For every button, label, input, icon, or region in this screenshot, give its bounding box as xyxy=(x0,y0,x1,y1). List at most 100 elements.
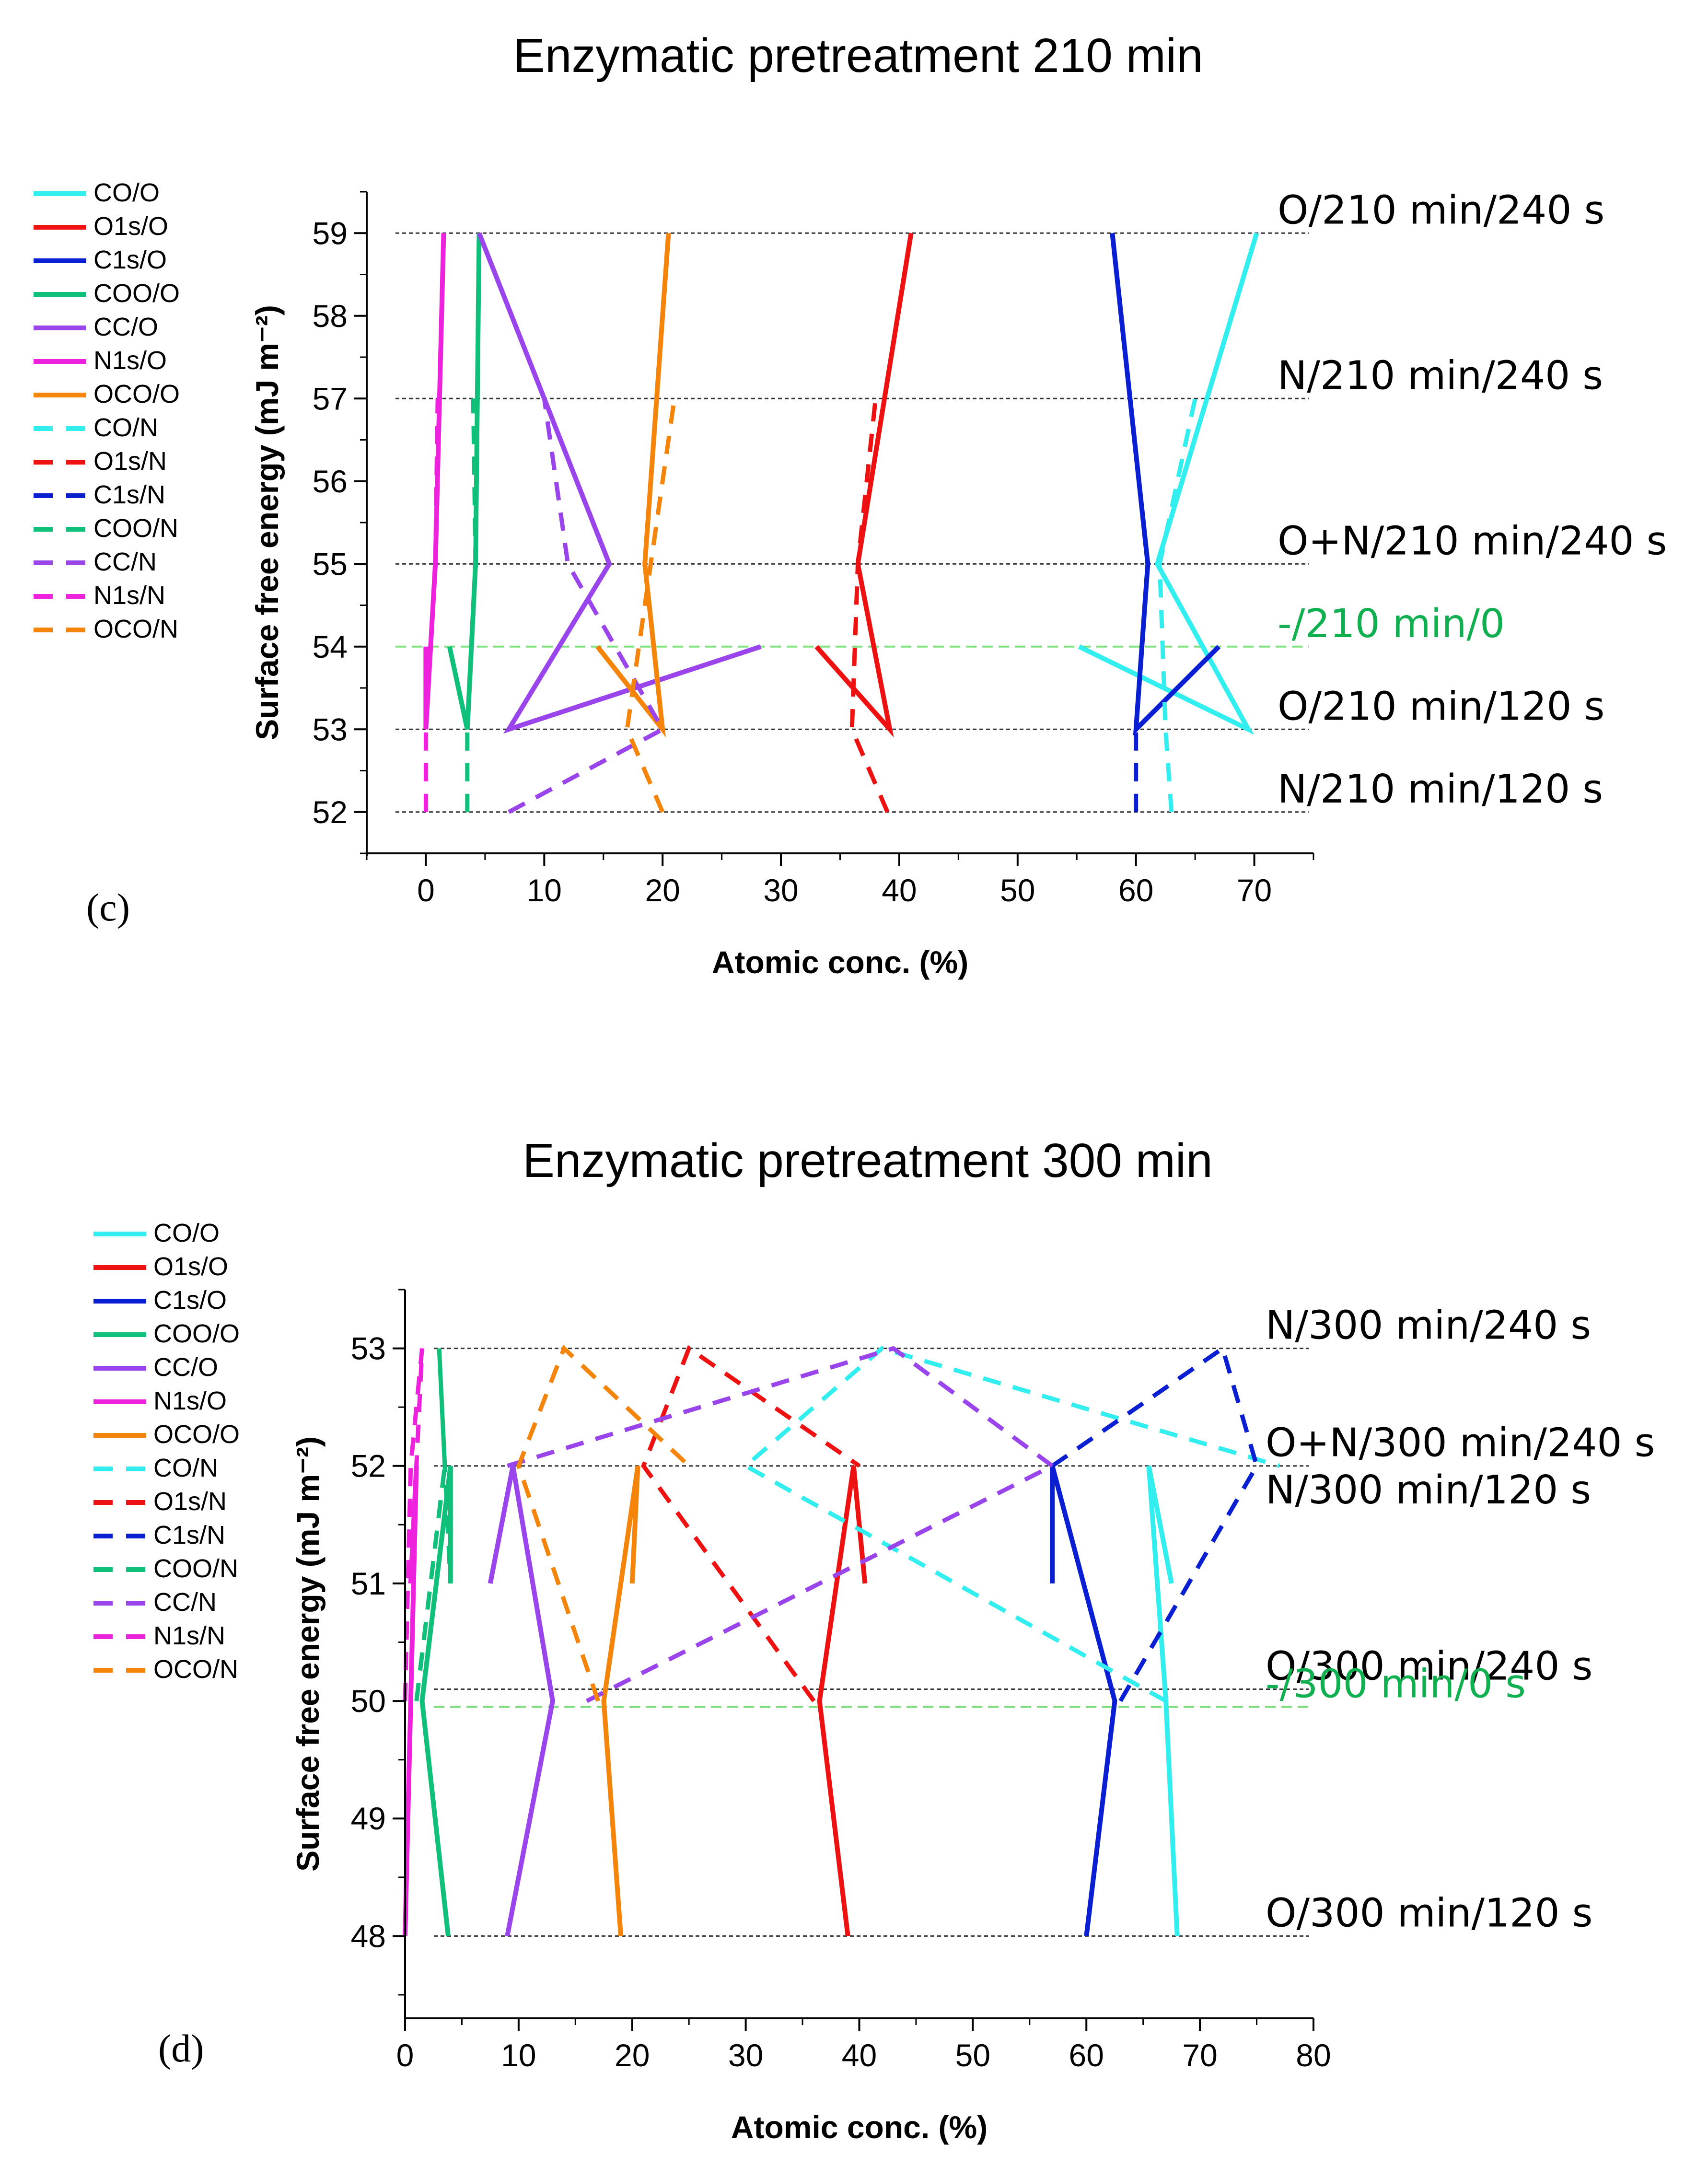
series-line-o1s-n xyxy=(849,398,890,813)
x-tick-label: 80 xyxy=(1296,2037,1331,2073)
series-line-coo-n xyxy=(465,398,478,812)
y-tick-label: 48 xyxy=(351,1918,386,1954)
legend-label-coo-n: COO/N xyxy=(153,1554,238,1583)
legend-label-c1s-o: C1s/O xyxy=(153,1286,227,1315)
legend-label-oco-o: OCO/O xyxy=(153,1420,240,1449)
series-line-c1s-n xyxy=(1127,398,1150,812)
chart-panel-d: Enzymatic pretreatment 300 min 0 10 20 30 40 5… xyxy=(93,1134,1655,2145)
x-tick-label: 70 xyxy=(1237,873,1272,908)
x-axis-label: Atomic conc. (%) xyxy=(731,2109,988,2145)
annotation-o-300-min-240-s: O/300 min/240 s xyxy=(1266,1644,1592,1689)
x-tick-label: 40 xyxy=(842,2037,877,2073)
annotation-o-n-300-min-240-s: O+N/300 min/240 s xyxy=(1266,1420,1655,1466)
series-line-coo-o xyxy=(419,1466,453,1936)
x-tick-label: 20 xyxy=(615,2037,650,2073)
legend-label-oco-n: OCO/N xyxy=(93,615,178,643)
annotation-o-210-min-120-s: O/210 min/120 s xyxy=(1278,684,1604,729)
legend-label-n1s-n: N1s/N xyxy=(93,581,165,610)
y-tick-label: 58 xyxy=(313,298,348,334)
series-line-c1s-n xyxy=(1051,1345,1259,1702)
y-tick-label: 52 xyxy=(313,794,348,830)
series-line-co-o xyxy=(1078,232,1259,735)
x-tick-label: 60 xyxy=(1118,873,1153,908)
y-axis-label: Surface free energy (mJ m⁻²) xyxy=(249,305,285,740)
series-line-o1s-o xyxy=(817,1465,868,1936)
x-tick-label: 60 xyxy=(1069,2037,1104,2073)
legend-label-n1s-o: N1s/O xyxy=(153,1386,227,1415)
series-line-n1s-n xyxy=(423,398,440,812)
series-line-co-n xyxy=(1157,398,1197,813)
x-tick-label: 30 xyxy=(728,2037,763,2073)
annotation-o-210-min-240-s: O/210 min/240 s xyxy=(1278,187,1604,233)
chart-title: Enzymatic pretreatment 210 min xyxy=(513,29,1203,82)
x-tick-label: 50 xyxy=(955,2037,990,2073)
legend-label-cc-o: CC/O xyxy=(93,313,158,341)
legend-label-co-n: CO/N xyxy=(153,1454,218,1482)
y-tick-label: 59 xyxy=(313,215,348,251)
series-line-o1s-n xyxy=(641,1345,861,1702)
y-tick-label: 49 xyxy=(351,1801,386,1836)
x-tick-label: 0 xyxy=(396,2037,414,2073)
x-tick-label: 20 xyxy=(645,873,680,908)
annotation-o-n-210-min-240-s: O+N/210 min/240 s xyxy=(1278,518,1667,564)
y-tick-label: 56 xyxy=(313,464,348,499)
x-tick-label: 70 xyxy=(1182,2037,1217,2073)
y-tick-label: 51 xyxy=(351,1566,386,1601)
annotation-n-210-min-120-s: N/210 min/120 s xyxy=(1278,767,1603,812)
legend-label-c1s-n: C1s/N xyxy=(93,480,165,509)
legend-label-o1s-n: O1s/N xyxy=(93,447,167,476)
y-tick-label: 52 xyxy=(351,1448,386,1484)
legend-label-oco-o: OCO/O xyxy=(93,380,180,408)
y-tick-label: 50 xyxy=(351,1683,386,1719)
series-line-c1s-o xyxy=(1050,1465,1117,1936)
series-line-coo-o xyxy=(447,233,482,730)
series-line-cc-n xyxy=(506,1346,1057,1703)
series-line-n1s-n xyxy=(403,1348,424,1701)
legend-label-cc-o: CC/O xyxy=(153,1353,218,1382)
series-line-co-o xyxy=(1146,1465,1180,1936)
legend-label-c1s-o: C1s/O xyxy=(93,245,167,274)
series-line-oco-n xyxy=(625,398,677,813)
y-axis-label: Surface free energy (mJ m⁻²) xyxy=(290,1436,325,1872)
x-tick-label: 10 xyxy=(501,2037,536,2073)
annotation-210-min-0: -/210 min/0 xyxy=(1278,601,1505,647)
legend-label-o1s-n: O1s/N xyxy=(153,1487,227,1516)
legend-label-o1s-o: O1s/O xyxy=(153,1252,228,1281)
x-tick-label: 40 xyxy=(882,873,917,908)
legend-label-co-o: CO/O xyxy=(153,1219,220,1247)
y-tick-label: 54 xyxy=(313,629,348,664)
annotation-n-300-min-240-s: N/300 min/240 s xyxy=(1266,1303,1591,1349)
series-line-oco-o xyxy=(595,233,671,738)
legend-label-c1s-n: C1s/N xyxy=(153,1521,225,1549)
legend-label-cc-n: CC/N xyxy=(153,1588,217,1617)
legend-label-coo-o: COO/O xyxy=(153,1319,240,1348)
x-tick-label: 30 xyxy=(763,873,798,908)
annotation-300-min-0-s: -/300 min/0 s xyxy=(1266,1661,1526,1707)
legend-label-coo-n: COO/N xyxy=(93,514,178,543)
series-line-oco-o xyxy=(601,1465,640,1936)
legend-label-co-n: CO/N xyxy=(93,413,158,442)
x-tick-label: 0 xyxy=(417,873,435,908)
series-line-o1s-o xyxy=(814,233,914,738)
x-tick-label: 50 xyxy=(1000,873,1035,908)
series-line-oco-n xyxy=(516,1344,691,1702)
legend-label-coo-o: COO/O xyxy=(93,279,180,308)
x-tick-label: 10 xyxy=(527,873,562,908)
annotation-n-210-min-240-s: N/210 min/240 s xyxy=(1278,353,1603,398)
series-line-co-n xyxy=(742,1346,1280,1703)
x-axis-label: Atomic conc. (%) xyxy=(712,944,968,980)
y-tick-label: 53 xyxy=(313,711,348,747)
legend-label-n1s-n: N1s/N xyxy=(153,1621,225,1650)
annotation-n-300-min-120-s: N/300 min/120 s xyxy=(1266,1467,1591,1513)
chart-title: Enzymatic pretreatment 300 min xyxy=(523,1134,1213,1187)
y-tick-label: 53 xyxy=(351,1331,386,1366)
series-line-c1s-o xyxy=(1110,233,1221,736)
panel-letter: (c) xyxy=(86,885,130,929)
legend-label-o1s-o: O1s/O xyxy=(93,212,168,241)
series-line-cc-o xyxy=(488,1465,555,1937)
panel-letter: (d) xyxy=(158,2026,204,2070)
chart-panel-c: Enzymatic pretreatment 210 min 0 10 20 30 40 5… xyxy=(34,29,1667,980)
series-line-coo-n xyxy=(414,1348,453,1701)
legend-label-cc-n: CC/N xyxy=(93,547,157,576)
